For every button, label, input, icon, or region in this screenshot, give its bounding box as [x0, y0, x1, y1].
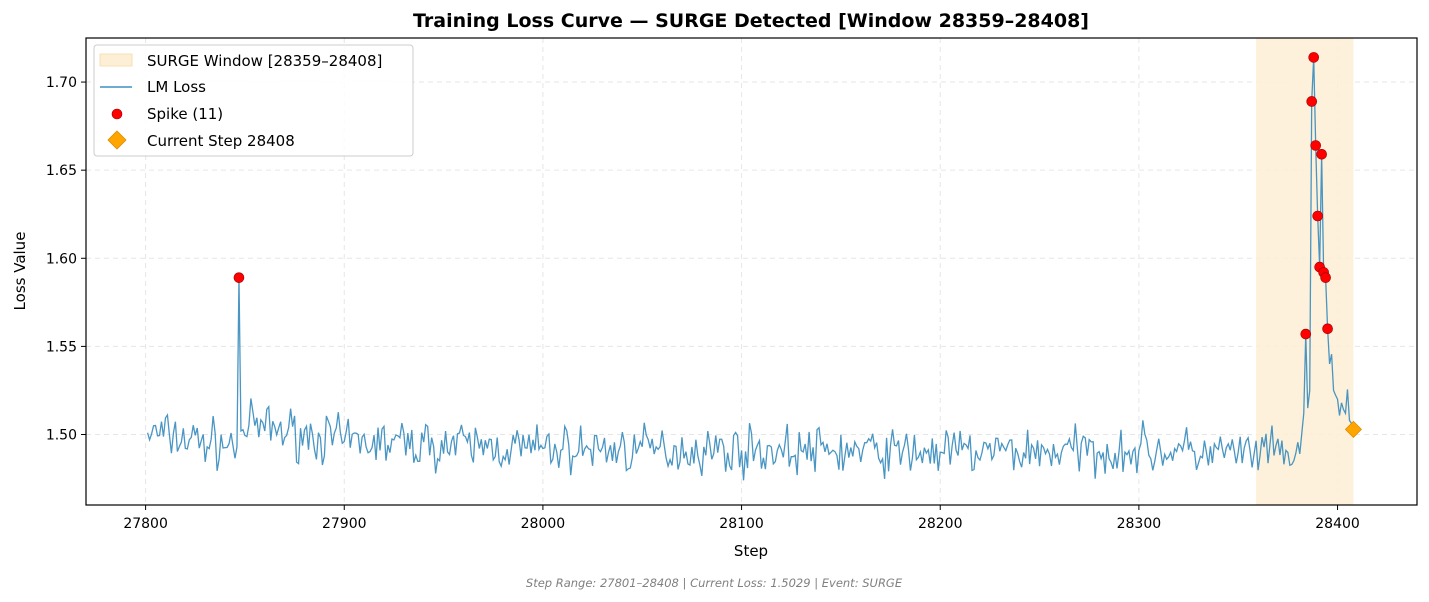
- x-tick-label: 28200: [918, 516, 963, 532]
- legend-swatch-surge-window: [99, 53, 133, 67]
- x-axis-label: Step: [734, 542, 768, 560]
- spike-marker: [1312, 210, 1323, 222]
- x-tick-label: 28400: [1315, 516, 1360, 532]
- loss-line-layer: [146, 57, 1355, 481]
- spike-marker: [1306, 96, 1318, 107]
- y-tick-label: 1.60: [46, 251, 77, 267]
- spike-marker: [1310, 140, 1321, 151]
- chart-title: Training Loss Curve — SURGE Detected [Wi…: [413, 10, 1089, 32]
- y-tick-label: 1.55: [46, 339, 77, 355]
- legend-label-spike: Spike (11): [147, 105, 223, 123]
- legend-label-current-step: Current Step 28408: [147, 132, 295, 150]
- x-tick-label: 28100: [719, 516, 764, 532]
- legend-label-lm-loss: LM Loss: [147, 78, 206, 96]
- x-tick-label: 27900: [322, 516, 367, 532]
- legend-label-surge-window: SURGE Window [28359–28408]: [147, 52, 382, 70]
- spike-marker: [1300, 328, 1312, 340]
- legend: SURGE Window [28359–28408] LM Loss Spike…: [93, 44, 414, 157]
- lm-loss-line: [146, 57, 1355, 481]
- plot-frame: [85, 37, 1418, 506]
- spike-marker: [1316, 149, 1327, 160]
- tick-layer: 27800 27900 28000 28100 28200 28300 28400 1.50 1…: [46, 75, 1360, 532]
- spike-marker: [233, 272, 245, 283]
- legend-box: [93, 44, 414, 157]
- y-axis-label: Loss Value: [11, 232, 29, 311]
- spike-marker: [1322, 323, 1333, 335]
- y-tick-label: 1.65: [46, 163, 77, 179]
- spike-marker: [1308, 52, 1319, 63]
- y-tick-label: 1.70: [46, 75, 77, 91]
- legend-swatch-spike: [111, 108, 123, 120]
- x-tick-label: 27800: [123, 516, 168, 532]
- footer-caption: Step Range: 27801–28408 | Current Loss: …: [526, 576, 903, 590]
- x-tick-label: 28000: [521, 516, 566, 532]
- current-step-marker: [1344, 420, 1362, 438]
- spike-marker: [1320, 272, 1331, 283]
- x-tick-label: 28300: [1117, 516, 1162, 532]
- marker-layer: [233, 52, 1362, 438]
- legend-swatch-current-step: [107, 130, 127, 150]
- y-tick-label: 1.50: [46, 428, 77, 444]
